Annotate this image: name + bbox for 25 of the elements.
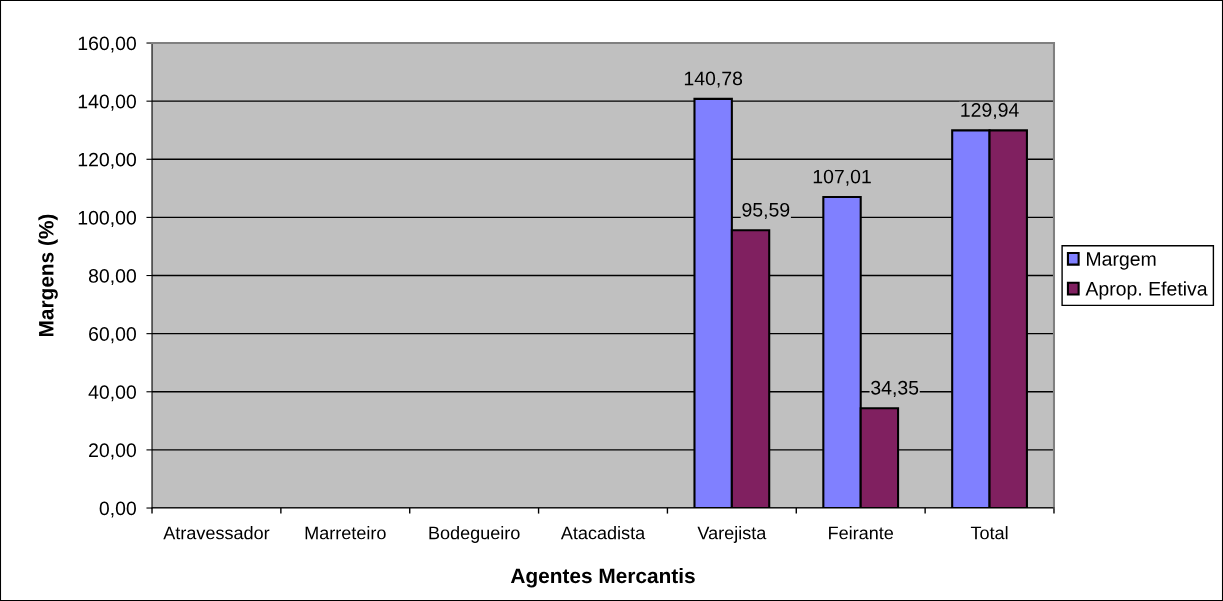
data-label: 34,35	[871, 380, 919, 397]
x-tick-label: Atacadista	[560, 526, 646, 540]
y-tick-label: 0,00	[99, 501, 136, 518]
y-axis-title: Margens (%)	[38, 214, 58, 337]
x-axis-title: Agentes Mercantis	[510, 567, 695, 588]
x-tick-label: Atravessador	[163, 526, 270, 540]
data-label: 95,59	[742, 202, 790, 219]
x-tick-label: Marreteiro	[305, 526, 386, 540]
y-tick-label: 40,00	[88, 385, 136, 402]
y-tick-label: 140,00	[78, 94, 136, 111]
x-tick-label: Bodegueiro	[429, 526, 520, 543]
y-tick-label: 160,00	[78, 36, 136, 53]
annotation: 129,94	[961, 103, 1019, 120]
y-tick-label: 100,00	[78, 210, 136, 227]
data-label: 107,01	[813, 169, 871, 186]
legend-label: Margem	[1087, 252, 1156, 270]
data-label: 140,78	[684, 71, 743, 88]
y-tick-label: 60,00	[89, 327, 136, 344]
x-tick-label: Varejista	[697, 526, 767, 543]
x-tick-label: Total	[970, 526, 1008, 540]
x-tick-label: Feirante	[829, 526, 894, 540]
y-tick-label: 120,00	[78, 152, 136, 169]
legend-label: Aprop. Efetiva	[1085, 281, 1208, 300]
y-tick-label: 20,00	[89, 443, 136, 460]
y-tick-label: 80,00	[88, 269, 136, 286]
